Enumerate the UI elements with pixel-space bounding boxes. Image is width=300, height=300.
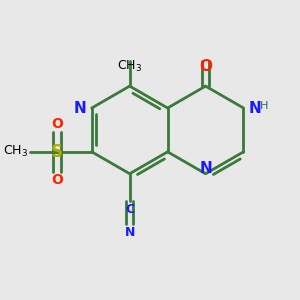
Text: O: O: [51, 173, 63, 187]
Text: N: N: [124, 226, 135, 239]
Text: CH$_3$: CH$_3$: [3, 144, 28, 159]
Text: O: O: [51, 117, 63, 131]
Text: S: S: [51, 143, 63, 161]
Text: N: N: [200, 161, 213, 176]
Text: CH$_3$: CH$_3$: [117, 59, 142, 74]
Text: N: N: [74, 100, 86, 116]
Text: H: H: [260, 101, 268, 111]
Text: C: C: [125, 203, 134, 216]
Text: N: N: [249, 100, 262, 116]
Text: O: O: [199, 59, 212, 74]
